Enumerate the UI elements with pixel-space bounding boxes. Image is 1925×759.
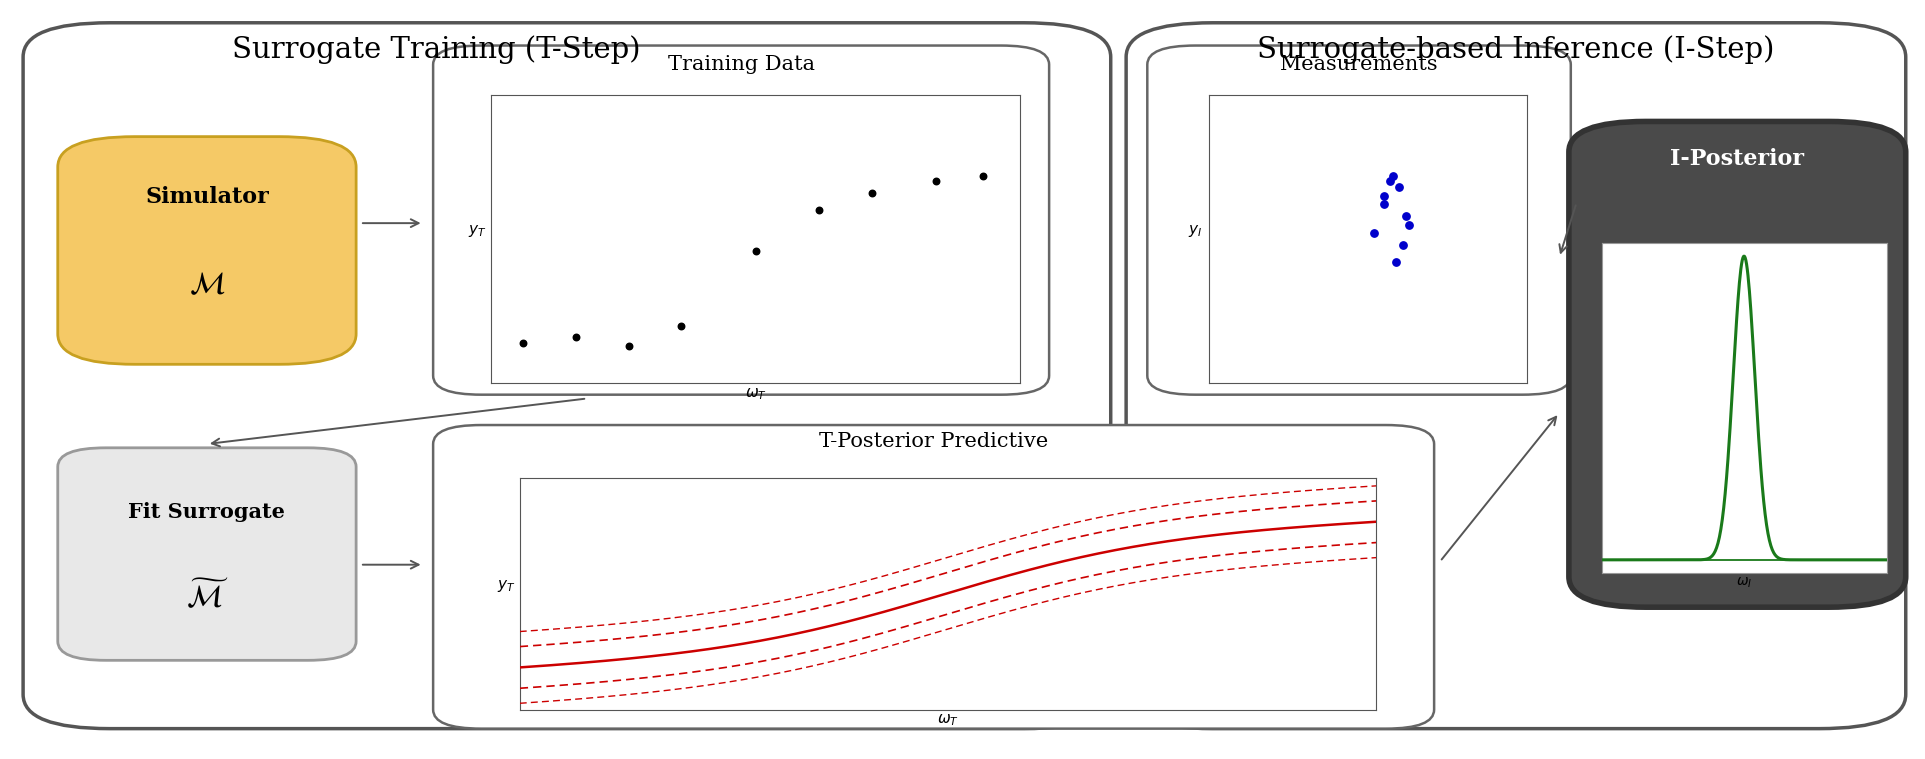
Point [1369, 198, 1399, 210]
Text: I-Posterior: I-Posterior [1671, 149, 1804, 170]
FancyBboxPatch shape [1569, 121, 1906, 607]
Text: Surrogate-based Inference (I-Step): Surrogate-based Inference (I-Step) [1257, 35, 1775, 64]
Point [612, 340, 643, 352]
Point [968, 169, 999, 181]
Point [1394, 219, 1424, 231]
FancyBboxPatch shape [23, 23, 1111, 729]
Point [1380, 256, 1411, 268]
Point [1359, 227, 1390, 239]
Point [1374, 175, 1405, 187]
Point [1384, 181, 1415, 194]
Point [857, 187, 887, 199]
Point [1369, 190, 1399, 202]
FancyBboxPatch shape [1147, 46, 1571, 395]
Text: Fit Surrogate: Fit Surrogate [129, 502, 285, 522]
Point [805, 204, 835, 216]
FancyBboxPatch shape [433, 46, 1049, 395]
Y-axis label: $y_I$: $y_I$ [1188, 223, 1201, 239]
Y-axis label: $y_T$: $y_T$ [468, 223, 487, 239]
Point [560, 331, 591, 343]
X-axis label: $\omega_I$: $\omega_I$ [1736, 576, 1752, 591]
Text: T-Posterior Predictive: T-Posterior Predictive [818, 432, 1049, 452]
Y-axis label: $y_T$: $y_T$ [497, 578, 516, 594]
Point [666, 320, 697, 332]
Text: Measurements: Measurements [1280, 55, 1438, 74]
Point [1378, 169, 1409, 181]
Point [739, 244, 770, 257]
FancyBboxPatch shape [433, 425, 1434, 729]
FancyBboxPatch shape [58, 448, 356, 660]
Point [1388, 239, 1419, 251]
Point [508, 337, 539, 349]
Text: Simulator: Simulator [144, 187, 270, 208]
Point [1390, 210, 1421, 222]
Point [920, 175, 951, 187]
Text: $\mathcal{M}$: $\mathcal{M}$ [189, 270, 225, 299]
Text: $\widetilde{\mathcal{M}}$: $\widetilde{\mathcal{M}}$ [185, 578, 229, 613]
Text: Surrogate Training (T-Step): Surrogate Training (T-Step) [233, 35, 641, 64]
FancyBboxPatch shape [58, 137, 356, 364]
X-axis label: $\omega_T$: $\omega_T$ [745, 386, 766, 402]
Text: Training Data: Training Data [668, 55, 814, 74]
X-axis label: $\omega_T$: $\omega_T$ [937, 713, 959, 728]
FancyBboxPatch shape [1126, 23, 1906, 729]
